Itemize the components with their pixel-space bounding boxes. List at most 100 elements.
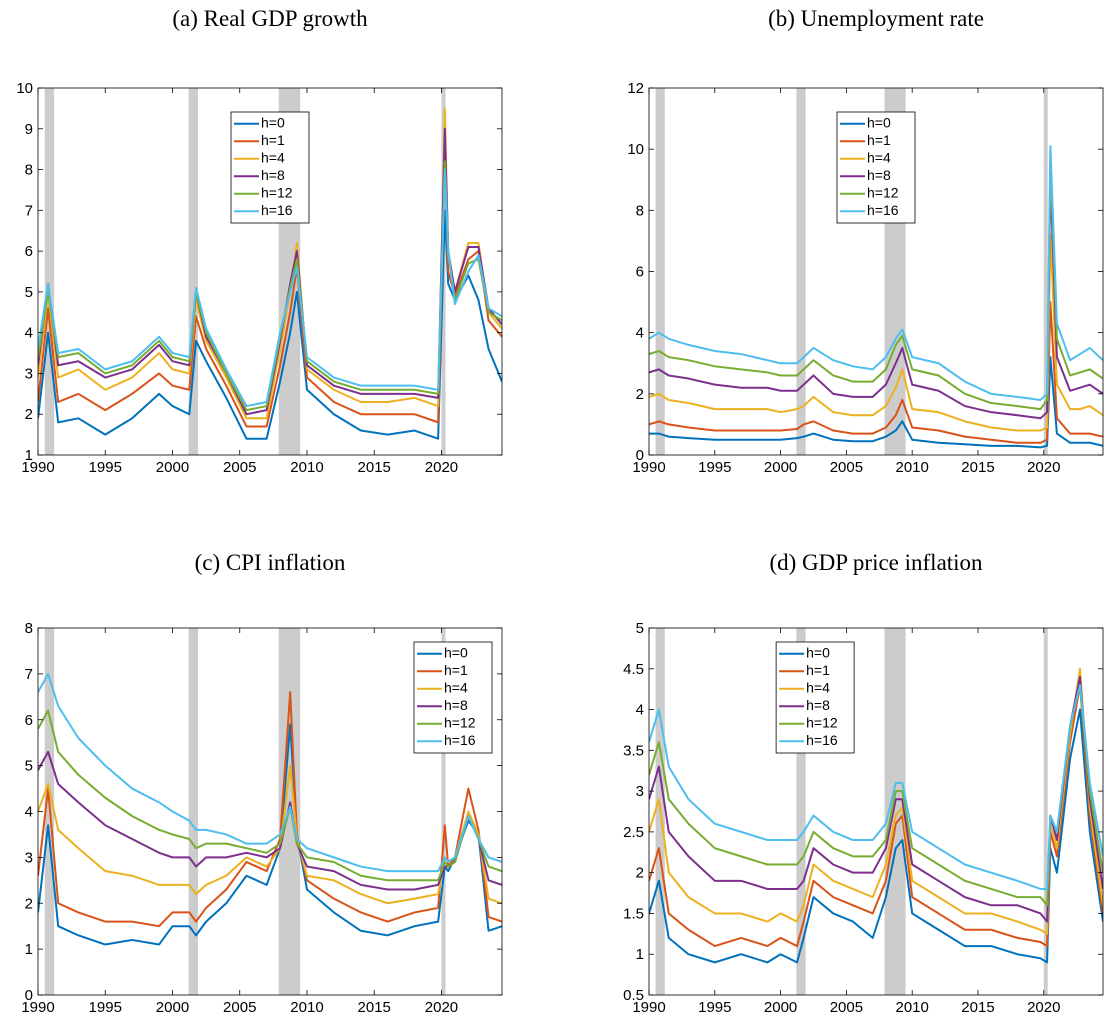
recession-band [655, 88, 665, 455]
axes-box [648, 627, 1104, 996]
y-tick-label: 8 [636, 202, 644, 219]
x-tick-label: 2000 [764, 459, 797, 476]
legend-label: h=8 [806, 697, 830, 713]
legend-label: h=0 [444, 644, 468, 660]
legend-label: h=4 [867, 149, 891, 165]
recession-band [796, 628, 806, 995]
y-tick-label: 5 [636, 620, 644, 637]
y-tick-label: 2 [25, 895, 33, 912]
x-tick-label: 2000 [156, 999, 189, 1016]
y-tick-label: 10 [627, 141, 644, 158]
x-tick-label: 1990 [21, 999, 54, 1016]
legend-label: h=1 [806, 662, 830, 678]
legend-label: h=4 [261, 149, 285, 165]
legend-label: h=0 [867, 114, 891, 130]
legend: h=0 h=1h=4 h=8h=12 h=16 [775, 641, 855, 754]
recession-band [796, 88, 806, 455]
x-tick-label: 1995 [89, 999, 122, 1016]
x-tick-label: 2015 [961, 999, 994, 1016]
x-tick-label: 2000 [764, 999, 797, 1016]
legend-label: h=12 [806, 714, 838, 730]
y-tick-label: 1 [25, 941, 33, 958]
y-tick-label: 4.5 [623, 661, 644, 678]
y-tick-label: 3 [636, 783, 644, 800]
recession-band [1043, 88, 1048, 455]
legend-label: h=4 [806, 679, 830, 695]
subplot-title: (b) Unemployment rate [768, 6, 984, 31]
legend-label: h=1 [444, 662, 468, 678]
legend-label: h=8 [444, 697, 468, 713]
y-tick-label: 1 [636, 946, 644, 963]
y-tick-label: 4 [636, 702, 644, 719]
y-tick-label: 4 [25, 804, 33, 821]
y-tick-label: 9 [25, 121, 33, 138]
x-tick-label: 2000 [156, 459, 189, 476]
x-tick-label: 2015 [358, 459, 391, 476]
x-tick-label: 2020 [1027, 459, 1060, 476]
x-tick-label: 2010 [290, 999, 323, 1016]
x-tick-label: 1990 [632, 999, 665, 1016]
y-tick-label: 2 [636, 865, 644, 882]
y-tick-label: 2 [25, 406, 33, 423]
y-tick-label: 4 [636, 325, 644, 342]
y-tick-label: 1 [25, 447, 33, 464]
subplot-title: (c) CPI inflation [195, 550, 346, 575]
series-line [38, 709, 502, 882]
x-tick-label: 2020 [425, 459, 458, 476]
series-line [649, 356, 1103, 449]
series-line [649, 684, 1103, 907]
legend-label: h=1 [261, 132, 285, 148]
legend-label: h=16 [806, 732, 838, 748]
legend-box [836, 111, 916, 224]
x-tick-label: 2015 [961, 459, 994, 476]
y-tick-label: 2.5 [623, 824, 644, 841]
legend-label: h=12 [261, 184, 293, 200]
series-line [649, 675, 1103, 923]
y-tick-label: 10 [16, 80, 33, 97]
x-tick-label: 1990 [632, 459, 665, 476]
x-tick-label: 1995 [698, 459, 731, 476]
legend: h=0 h=1h=4 h=8h=12 h=16 [836, 111, 916, 224]
legend-box [775, 641, 855, 754]
y-tick-label: 6 [636, 264, 644, 281]
y-tick-label: 3 [25, 365, 33, 382]
y-tick-label: 0 [25, 987, 33, 1004]
y-tick-label: 8 [25, 620, 33, 637]
series-line [649, 301, 1103, 444]
series-line [38, 672, 502, 873]
legend-label: h=8 [261, 167, 285, 183]
legend-label: h=16 [867, 202, 899, 218]
subplot-title: (a) Real GDP growth [172, 6, 368, 31]
legend-label: h=16 [261, 202, 293, 218]
x-tick-label: 2020 [425, 999, 458, 1016]
y-tick-label: 7 [25, 666, 33, 683]
x-tick-label: 2015 [358, 999, 391, 1016]
y-tick-label: 12 [627, 80, 644, 97]
y-tick-label: 8 [25, 162, 33, 179]
y-tick-label: 3.5 [623, 742, 644, 759]
legend-box [413, 641, 493, 754]
x-tick-label: 2020 [1027, 999, 1060, 1016]
recession-band [1043, 628, 1048, 995]
series-line [38, 723, 502, 946]
y-tick-label: 0.5 [623, 987, 644, 1004]
x-tick-label: 2010 [290, 459, 323, 476]
x-tick-label: 2010 [896, 999, 929, 1016]
legend-label: h=16 [444, 732, 476, 748]
y-tick-label: 6 [25, 712, 33, 729]
x-tick-label: 1995 [698, 999, 731, 1016]
series-line [649, 684, 1103, 948]
legend: h=0 h=1h=4 h=8h=12 h=16 [413, 641, 493, 754]
legend-label: h=1 [867, 132, 891, 148]
subplot: (c) CPI inflation 0 1 2 3 4 5 6 7 8 1990 1995 2000 20… [21, 550, 503, 1016]
x-tick-label: 2010 [896, 459, 929, 476]
y-tick-label: 7 [25, 202, 33, 219]
recession-band [188, 88, 199, 455]
y-tick-label: 2 [636, 386, 644, 403]
legend-label: h=0 [806, 644, 830, 660]
x-tick-label: 2005 [830, 459, 863, 476]
legend-label: h=4 [444, 679, 468, 695]
subplot: (b) Unemployment rate 0 2 4 6 8 10 12 1990 1995 20… [627, 6, 1104, 476]
recession-band [44, 88, 55, 455]
axes-box [37, 87, 503, 456]
